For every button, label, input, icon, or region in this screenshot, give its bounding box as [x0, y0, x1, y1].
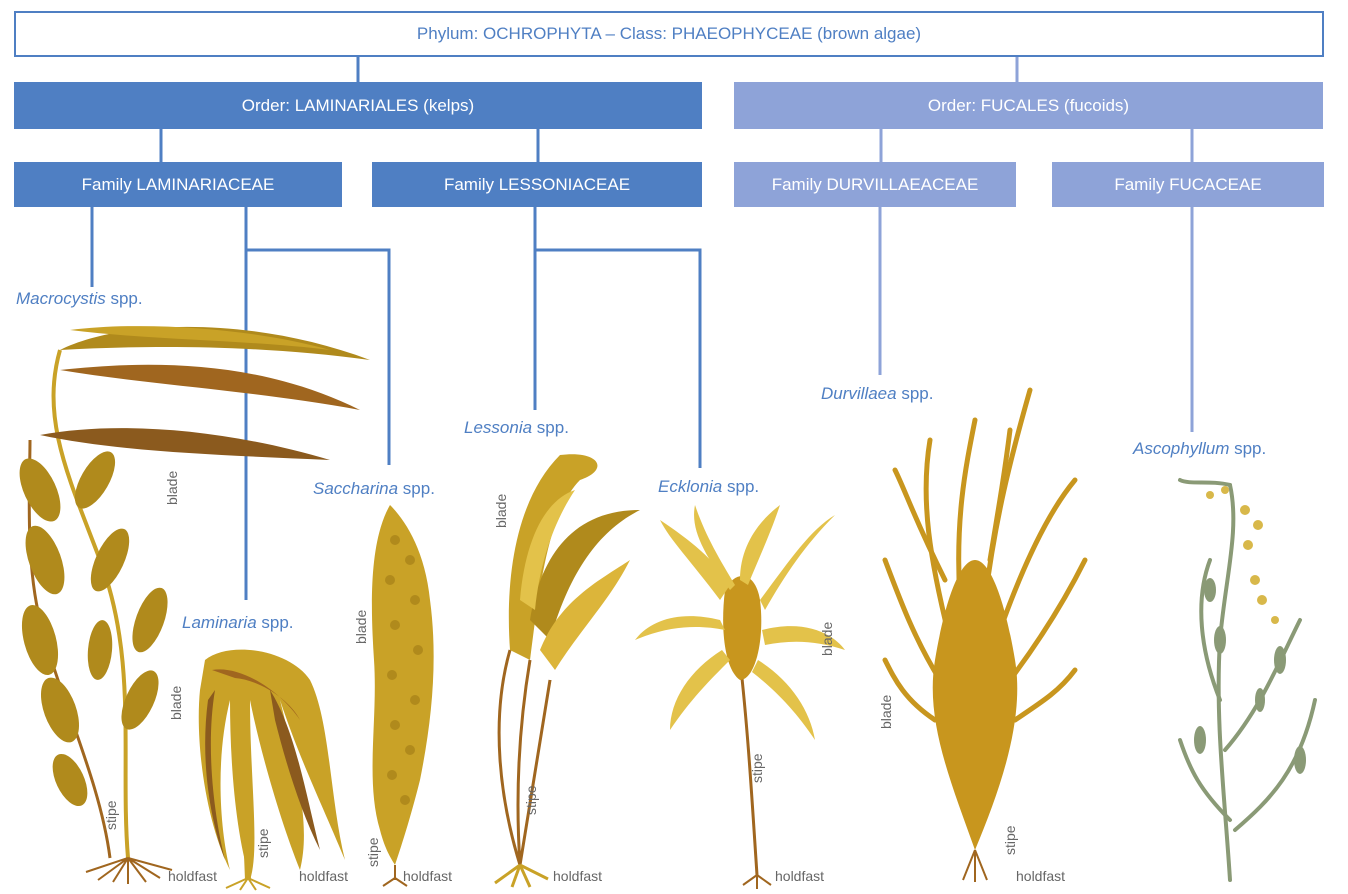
order-laminariales-box: Order: LAMINARIALES (kelps): [14, 82, 702, 129]
genus-ascophyllum: Ascophyllum: [1133, 439, 1230, 458]
order-fucales-box: Order: FUCALES (fucoids): [734, 82, 1323, 129]
species-laminaria-label: Laminaria spp.: [182, 613, 294, 632]
laminaria-blade-label: blade: [168, 685, 184, 720]
phylum-box: Phylum: OCHROPHYTA – Class: PHAEOPHYCEAE…: [14, 11, 1324, 57]
saccharina-stipe-label: stipe: [365, 837, 381, 867]
ecklonia-blade-label: blade: [819, 621, 835, 656]
durvillaea-illustration: [882, 387, 1088, 882]
macrocystis-illustration: [19, 326, 370, 884]
tree-connectors: [90, 57, 1194, 600]
ecklonia-illustration: [635, 505, 845, 889]
genus-macrocystis: Macrocystis: [16, 289, 106, 308]
laminaria-stipe-label: stipe: [255, 828, 271, 858]
genus-lessonia: Lessonia: [464, 418, 533, 437]
ascophyllum-illustration: [1178, 478, 1317, 882]
species-macrocystis-label: Macrocystis spp.: [16, 289, 143, 308]
species-durvillaea-label: Durvillaea spp.: [821, 384, 934, 403]
connector-saccharina: [246, 248, 391, 465]
durvillaea-stipe-label: stipe: [1002, 825, 1018, 855]
genus-durvillaea: Durvillaea: [821, 384, 897, 403]
species-saccharina-label: Saccharina spp.: [313, 479, 435, 498]
genus-laminaria: Laminaria: [182, 613, 257, 632]
macrocystis-blade-label: blade: [164, 470, 180, 505]
lessonia-stipe-label: stipe: [523, 785, 539, 815]
genus-ecklonia: Ecklonia: [658, 477, 723, 496]
macrocystis-holdfast-label: holdfast: [168, 868, 218, 884]
laminaria-holdfast-label: holdfast: [299, 868, 349, 884]
family-durvillaeaceae-box: Family DURVILLAEACEAE: [734, 162, 1016, 207]
species-ecklonia-label: Ecklonia spp.: [658, 477, 760, 496]
family-lessoniaceae-box: Family LESSONIACEAE: [372, 162, 702, 207]
species-ascophyllum-label: Ascophyllum spp.: [1133, 439, 1267, 458]
saccharina-illustration: [371, 505, 434, 887]
lessonia-illustration: [494, 454, 640, 888]
durvillaea-blade-label: blade: [878, 694, 894, 729]
lessonia-blade-label: blade: [493, 493, 509, 528]
connector-ecklonia: [535, 248, 702, 468]
genus-saccharina: Saccharina: [313, 479, 399, 498]
saccharina-blade-label: blade: [353, 609, 369, 644]
species-lessonia-label: Lessonia spp.: [464, 418, 569, 437]
lessonia-holdfast-label: holdfast: [553, 868, 603, 884]
macrocystis-stipe-label: stipe: [103, 800, 119, 830]
family-laminariaceae-box: Family LAMINARIACEAE: [14, 162, 342, 207]
laminaria-illustration: [198, 649, 345, 891]
family-fucaceae-box: Family FUCACEAE: [1052, 162, 1324, 207]
saccharina-holdfast-label: holdfast: [403, 868, 453, 884]
ecklonia-stipe-label: stipe: [749, 753, 765, 783]
ecklonia-holdfast-label: holdfast: [775, 868, 825, 884]
durvillaea-holdfast-label: holdfast: [1016, 868, 1066, 884]
